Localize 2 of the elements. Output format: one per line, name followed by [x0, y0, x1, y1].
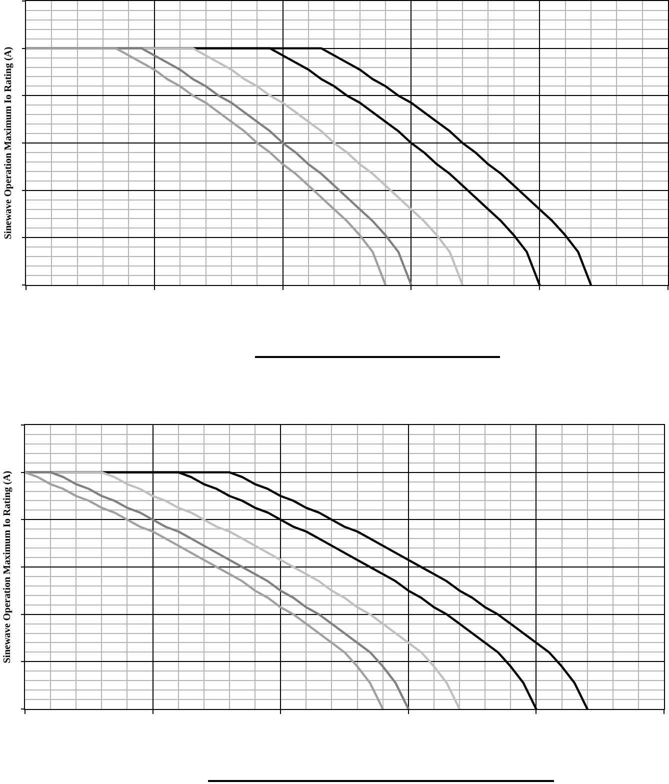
y-axis-title: Sinewave Operation Maximum Io Rating (A): [2, 470, 13, 664]
y-axis-title: Sinewave Operation Maximum Io Rating (A): [3, 46, 14, 240]
